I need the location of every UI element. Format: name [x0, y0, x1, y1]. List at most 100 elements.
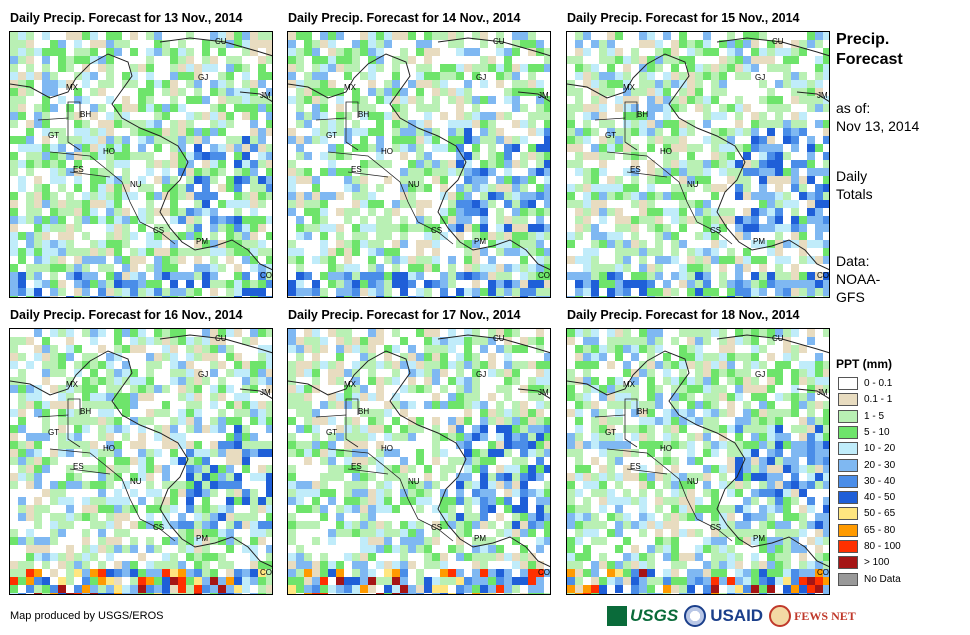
country-label: ES: [351, 462, 362, 471]
side-title-line2: Forecast: [836, 51, 903, 68]
country-label: GT: [326, 131, 337, 140]
legend-item: 80 - 100: [838, 540, 901, 553]
coastline: [159, 334, 272, 399]
legend-item: > 100: [838, 556, 889, 570]
coastline: [288, 53, 550, 271]
country-label: MX: [344, 380, 357, 389]
legend-swatch: [838, 491, 858, 505]
legend-swatch: [838, 425, 858, 439]
country-label: NU: [687, 477, 699, 486]
map-panel-3: CU MX GJ JM BH GT HO ES NU CS PM CO: [566, 31, 830, 298]
coastline: [437, 334, 550, 399]
precip-map: CU MX GJ JM BH GT HO ES NU CS PM CO: [10, 329, 272, 594]
country-label: ES: [73, 165, 84, 174]
legend-label: 65 - 80: [864, 524, 896, 536]
legend-item: 30 - 40: [838, 474, 896, 488]
country-label: CU: [493, 37, 505, 46]
legend-swatch: [838, 556, 858, 570]
panel-title-5: Daily Precip. Forecast for 17 Nov., 2014: [288, 308, 521, 322]
precip-map: CU MX GJ JM BH GT HO ES NU CS PM CO: [288, 329, 550, 594]
country-label: NU: [408, 477, 420, 486]
country-label: CS: [431, 523, 442, 532]
country-borders: [37, 101, 176, 245]
map-panel-2: CU MX GJ JM BH GT HO ES NU CS PM CO: [287, 31, 551, 298]
country-label: CS: [431, 226, 442, 235]
country-label: JM: [538, 91, 549, 100]
coastline: [567, 53, 829, 271]
country-borders: [594, 101, 733, 245]
country-label: JM: [817, 388, 828, 397]
legend-item: 1 - 5: [838, 409, 885, 423]
legend-item: 20 - 30: [838, 458, 895, 472]
usgs-logo-text: USGS: [630, 606, 679, 625]
data-line1: Data:: [836, 253, 870, 269]
legend-label: 50 - 65: [864, 508, 896, 520]
country-label: PM: [196, 534, 208, 543]
legend-label: 5 - 10: [864, 426, 890, 438]
country-borders: [315, 398, 454, 542]
map-panel-6: CU MX GJ JM BH GT HO ES NU CS PM CO: [566, 328, 830, 595]
legend-label: 10 - 20: [864, 443, 896, 455]
country-label: MX: [66, 380, 79, 389]
coastline: [716, 37, 829, 102]
country-label: MX: [66, 83, 79, 92]
legend-swatch: [838, 572, 858, 586]
country-label: PM: [753, 237, 765, 246]
country-label: JM: [538, 388, 549, 397]
country-label: MX: [344, 83, 357, 92]
legend-item: 0.1 - 1: [838, 393, 893, 407]
country-label: GT: [605, 131, 616, 140]
map-credit: Map produced by USGS/EROS: [10, 610, 164, 622]
country-label: CO: [817, 568, 829, 577]
panel-title-1: Daily Precip. Forecast for 13 Nov., 2014: [10, 11, 243, 25]
country-label: GT: [48, 131, 59, 140]
country-label: HO: [660, 147, 672, 156]
legend-swatch: [838, 442, 858, 456]
country-label: JM: [817, 91, 828, 100]
panel-title-6: Daily Precip. Forecast for 18 Nov., 2014: [567, 308, 800, 322]
country-label: GJ: [755, 370, 765, 379]
panel-title-3: Daily Precip. Forecast for 15 Nov., 2014: [567, 11, 800, 25]
country-label: BH: [358, 407, 369, 416]
country-label: NU: [130, 180, 142, 189]
country-label: CS: [710, 523, 721, 532]
legend-item: 40 - 50: [838, 491, 896, 505]
map-panel-1: CU MX GJ JM BH GT HO ES NU CS PM CO: [9, 31, 273, 298]
side-title-line1: Precip.: [836, 31, 890, 48]
country-label: HO: [381, 444, 393, 453]
country-label: GJ: [476, 73, 486, 82]
country-label: JM: [260, 388, 271, 397]
logo-strip: USGS USAID FEWS NET: [607, 603, 856, 629]
asof-label: as of:: [836, 100, 871, 116]
country-label: GT: [326, 428, 337, 437]
legend-item: 65 - 80: [838, 523, 896, 537]
legend-swatch: [838, 540, 858, 553]
legend-item: 10 - 20: [838, 442, 896, 456]
panel-title-4: Daily Precip. Forecast for 16 Nov., 2014: [10, 308, 243, 322]
country-label: HO: [660, 444, 672, 453]
legend-label: 40 - 50: [864, 492, 896, 504]
totals-line2: Totals: [836, 186, 873, 202]
asof-date: Nov 13, 2014: [836, 118, 920, 134]
legend-title: PPT (mm): [836, 357, 893, 371]
country-label: HO: [103, 444, 115, 453]
legend-label: 1 - 5: [864, 410, 885, 422]
country-label: BH: [358, 110, 369, 119]
country-label: PM: [474, 237, 486, 246]
fews-net-logo-text: FEWS NET: [794, 608, 856, 623]
legend-label: 0.1 - 1: [864, 394, 893, 406]
precip-map: CU MX GJ JM BH GT HO ES NU CS PM CO: [10, 32, 272, 297]
country-label: CU: [215, 37, 227, 46]
precip-map: CU MX GJ JM BH GT HO ES NU CS PM CO: [567, 329, 829, 594]
country-label: GT: [48, 428, 59, 437]
legend-label: 80 - 100: [864, 541, 901, 552]
precip-map: CU MX GJ JM BH GT HO ES NU CS PM CO: [567, 32, 829, 297]
legend-label: 30 - 40: [864, 475, 896, 487]
country-borders: [315, 101, 454, 245]
country-borders: [594, 398, 733, 542]
legend-item: 50 - 65: [838, 507, 896, 521]
country-label: BH: [637, 407, 648, 416]
coastline: [716, 334, 829, 399]
legend-swatch: [838, 507, 858, 521]
panel-title-2: Daily Precip. Forecast for 14 Nov., 2014: [288, 11, 521, 25]
